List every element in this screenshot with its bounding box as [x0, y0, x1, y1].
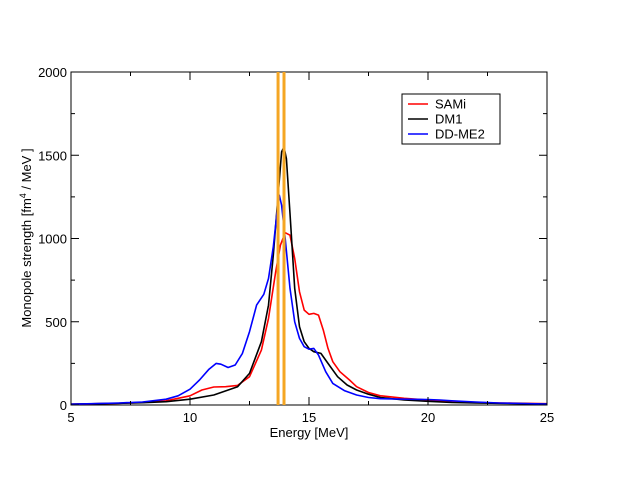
y-axis-label-suffix: / MeV ]	[19, 148, 34, 193]
legend-label: DD-ME2	[435, 127, 485, 142]
x-tick-label: 5	[67, 410, 74, 425]
x-tick-label: 20	[421, 410, 435, 425]
series-line-sami	[70, 231, 548, 405]
y-tick-label: 500	[45, 315, 67, 330]
x-tick-label: 10	[183, 410, 197, 425]
legend-label: SAMi	[435, 97, 466, 112]
y-tick-label: 1000	[38, 232, 67, 247]
y-tick-label: 2000	[38, 65, 67, 80]
y-tick-label: 1500	[38, 148, 67, 163]
x-ticks: 5 10 15 20 25	[67, 72, 554, 425]
y-axis-label-prefix: Monopole strength [fm	[19, 198, 34, 327]
legend-label: DM1	[435, 112, 462, 127]
y-ticks: 0 500 1000 1500 2000	[38, 65, 547, 413]
y-tick-label: 0	[60, 398, 67, 413]
vertical-lines-layer	[276, 72, 286, 405]
y-axis-label: Monopole strength [fm4 / MeV ]	[18, 148, 34, 327]
series-layer	[70, 146, 548, 405]
x-tick-label: 15	[302, 410, 316, 425]
x-tick-label: 25	[540, 410, 554, 425]
series-line-dd-me2	[70, 194, 548, 405]
series-line-dm1	[70, 146, 548, 405]
y-axis-label-superscript: 4	[18, 193, 28, 198]
x-axis-label: Energy [MeV]	[270, 425, 349, 440]
